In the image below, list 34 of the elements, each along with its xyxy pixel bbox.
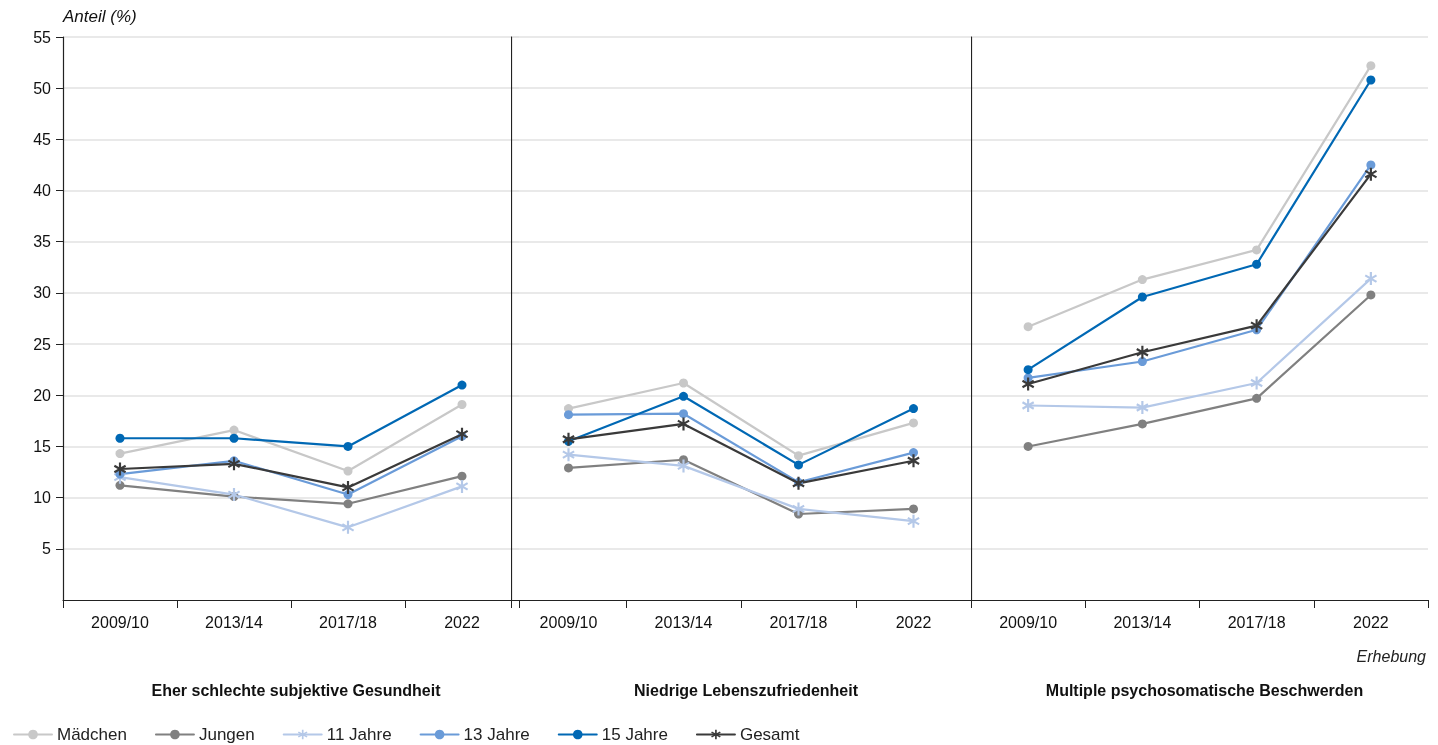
y-tick-label: 40 (33, 182, 52, 200)
y-tick-label: 50 (33, 79, 52, 97)
text: Multiple psychosomatische Beschwerden (1045, 681, 1364, 699)
x-tick-label: 2017/18 (769, 613, 828, 631)
x-tick-label: 2022 (1353, 613, 1389, 631)
legend-label: Jungen (198, 725, 255, 744)
x-tick-label: 2022 (895, 613, 932, 631)
legend-label: 11 Jahre (326, 725, 392, 744)
y-tick-label: 55 (33, 28, 52, 46)
x-tick-label: 2013/14 (205, 613, 264, 631)
y-axis-title: Anteil (%) (62, 7, 137, 26)
text: Eher schlechte subjektive Gesundheit (151, 681, 442, 699)
x-tick-label: 2017/18 (1227, 613, 1286, 631)
x-tick-label: 2022 (444, 613, 480, 631)
x-tick-label: 2013/14 (654, 613, 713, 631)
x-tick-label: 2009/10 (539, 613, 598, 631)
y-tick-label: 15 (33, 437, 52, 455)
x-tick-label: 2009/10 (999, 613, 1058, 631)
legend-label: Gesamt (739, 725, 800, 744)
y-tick-label: 35 (33, 233, 52, 251)
y-tick-label: 20 (33, 386, 52, 404)
legend-label: 13 Jahre (463, 725, 530, 744)
y-tick-label: 45 (33, 130, 52, 148)
x-tick-label: 2017/18 (319, 613, 378, 631)
text: Niedrige Lebenszufriedenheit (633, 681, 859, 699)
y-tick-label: 25 (33, 335, 52, 353)
y-tick-label: 5 (42, 540, 52, 558)
x-axis-title: Erhebung (1356, 647, 1427, 665)
legend-label: Mädchen (57, 725, 127, 744)
x-tick-label: 2009/10 (91, 613, 150, 631)
y-tick-label: 10 (33, 489, 52, 507)
x-tick-label: 2013/14 (1113, 613, 1172, 631)
y-tick-label: 30 (33, 284, 52, 302)
legend-label: 15 Jahre (601, 725, 668, 744)
